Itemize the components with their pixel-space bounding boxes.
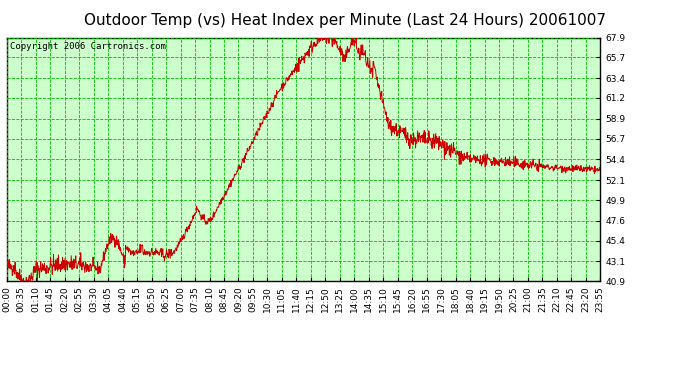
Text: Outdoor Temp (vs) Heat Index per Minute (Last 24 Hours) 20061007: Outdoor Temp (vs) Heat Index per Minute … [84,13,606,28]
Text: Copyright 2006 Cartronics.com: Copyright 2006 Cartronics.com [10,42,166,51]
